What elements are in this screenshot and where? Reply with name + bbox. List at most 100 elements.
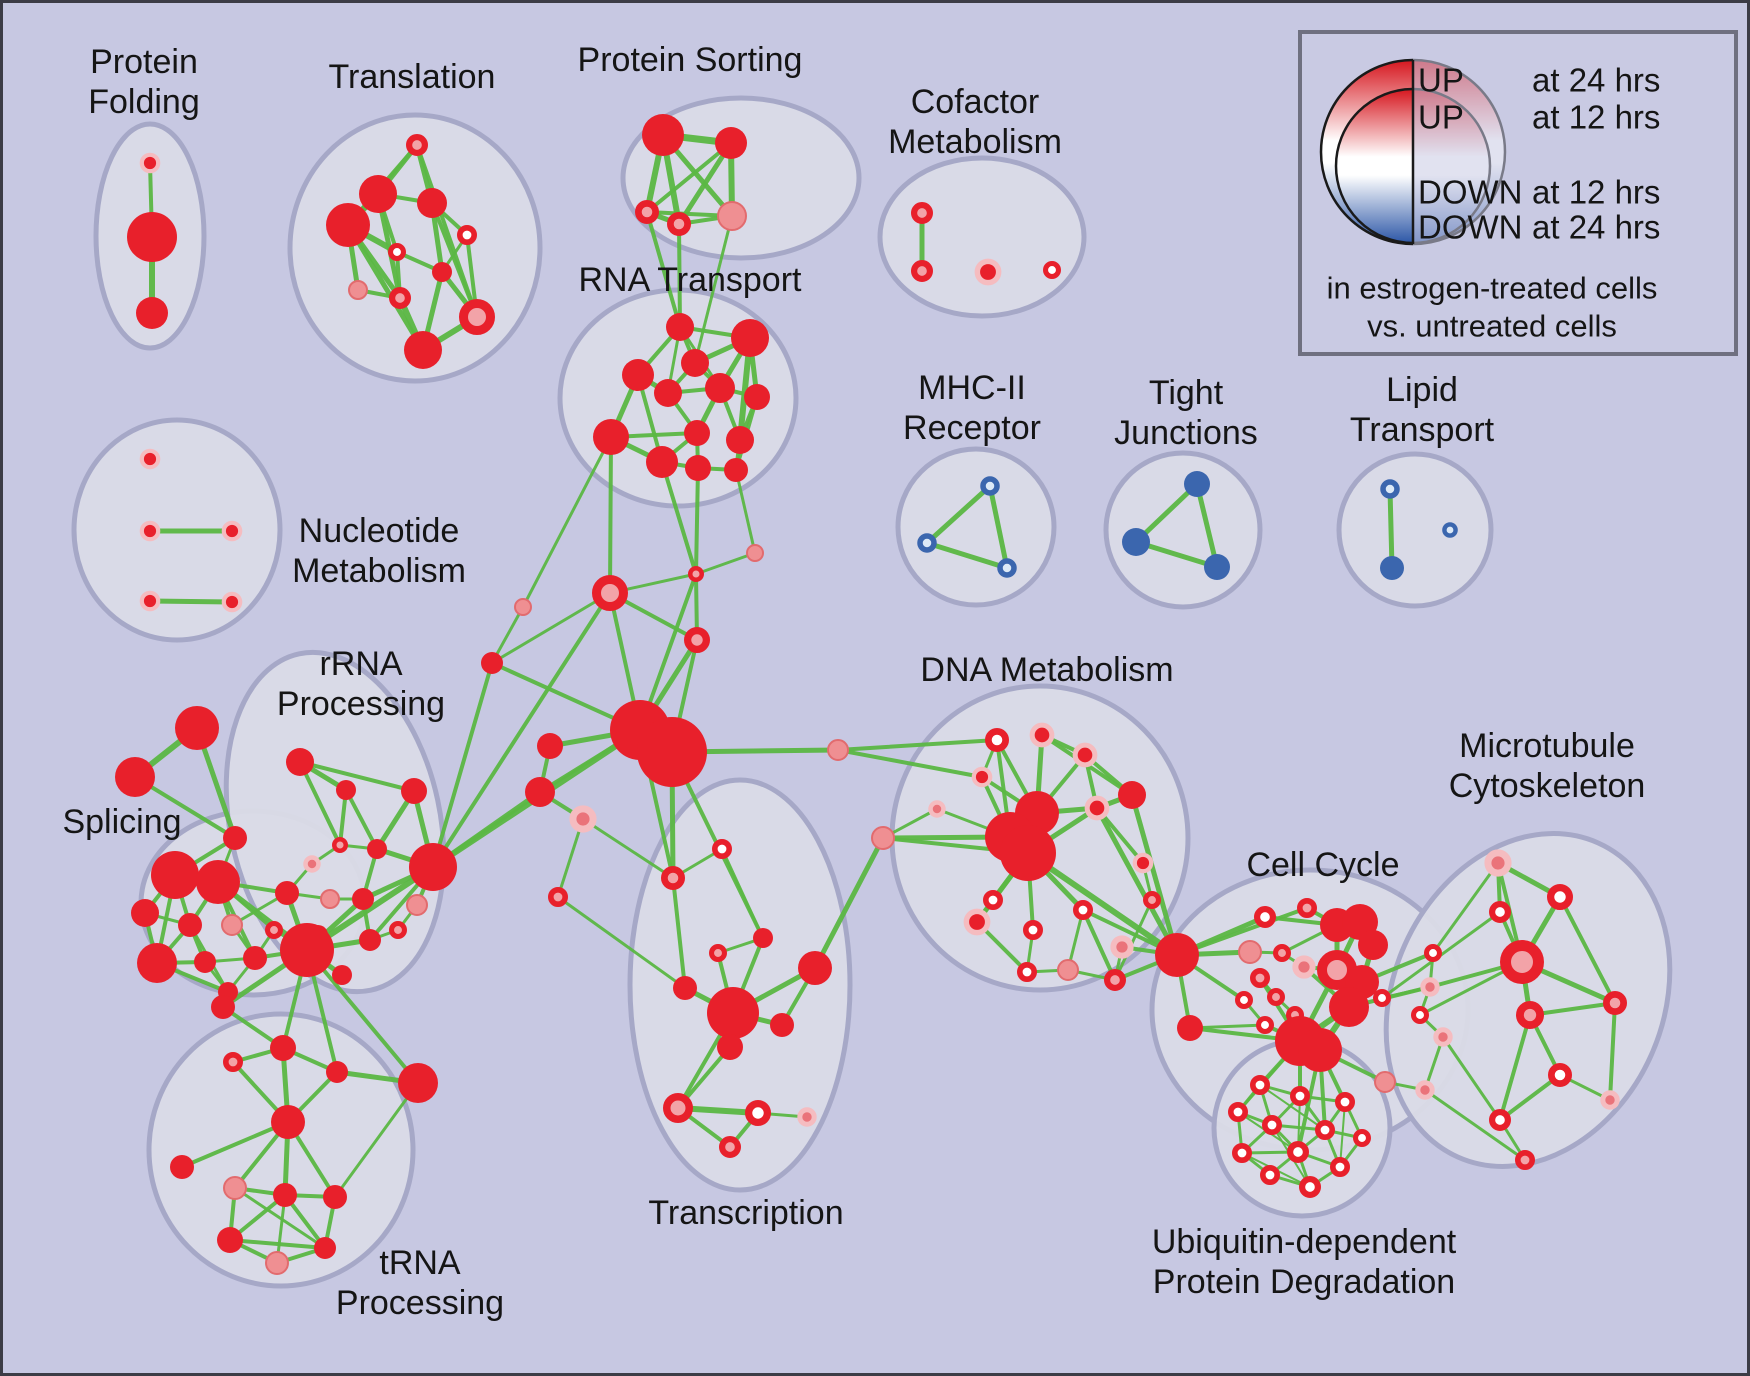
- network-node: [398, 1063, 438, 1103]
- network-node: [1358, 930, 1388, 960]
- cluster-label-cell-cycle: Cell Cycle: [1246, 846, 1399, 884]
- cluster-label-microtubule-cytoskeleton: Microtubule: [1459, 727, 1635, 765]
- network-node: [634, 200, 659, 225]
- cluster-label-rrna-processing: Processing: [277, 685, 445, 723]
- network-edge: [180, 1120, 290, 1169]
- network-node: [1488, 1108, 1511, 1131]
- network-node: [928, 800, 946, 818]
- network-node: [221, 520, 243, 542]
- network-node: [1298, 1028, 1342, 1072]
- network-node: [332, 965, 352, 985]
- network-node: [666, 212, 691, 237]
- cluster-ellipse-cofactor-metabolism: [877, 155, 1087, 319]
- network-node: [336, 780, 356, 800]
- network-node: [217, 1227, 243, 1253]
- legend-row2-direction: UP: [1418, 99, 1464, 136]
- network-node: [911, 259, 934, 282]
- cluster-label-cofactor-metabolism: Metabolism: [888, 123, 1062, 161]
- network-node: [223, 826, 247, 850]
- network-node: [1297, 897, 1318, 918]
- network-node: [666, 313, 694, 341]
- network-node: [151, 851, 199, 899]
- legend-note-line1: in estrogen-treated cells: [1327, 271, 1658, 306]
- cluster-label-splicing: Splicing: [62, 803, 181, 841]
- network-node: [1228, 1102, 1249, 1123]
- network-node: [303, 855, 321, 873]
- network-node: [456, 225, 477, 246]
- network-node: [1184, 471, 1210, 497]
- cluster-label-rna-transport: RNA Transport: [579, 261, 803, 299]
- network-node: [432, 262, 452, 282]
- network-node: [320, 889, 340, 909]
- cluster-label-mhc-ii-receptor: MHC-II: [918, 369, 1026, 407]
- network-node: [1073, 899, 1094, 920]
- cluster-ellipse-lipid-transport: [1336, 451, 1494, 609]
- network-node: [1315, 1120, 1336, 1141]
- network-edge: [1175, 906, 1309, 957]
- network-node: [127, 212, 177, 262]
- network-node: [388, 286, 411, 309]
- network-node: [401, 778, 427, 804]
- network-node: [1250, 1075, 1271, 1096]
- network-node: [569, 805, 597, 833]
- network-node: [481, 652, 503, 674]
- network-node: [971, 766, 993, 788]
- network-node: [1084, 795, 1110, 821]
- cluster-label-mhc-ii-receptor: Receptor: [903, 409, 1041, 447]
- network-edge: [660, 460, 698, 576]
- network-node: [178, 913, 202, 937]
- network-node: [136, 297, 168, 329]
- legend-row1-direction: UP: [1418, 62, 1464, 99]
- legend-note-line2: vs. untreated cells: [1367, 309, 1617, 344]
- network-node: [221, 591, 243, 613]
- network-node: [984, 727, 1009, 752]
- network-edge: [1133, 481, 1200, 545]
- network-node: [348, 280, 368, 300]
- network-node: [1110, 935, 1134, 959]
- network-node: [709, 944, 728, 963]
- network-node: [980, 476, 1000, 496]
- network-node: [406, 894, 428, 916]
- network-edge: [1431, 861, 1500, 955]
- legend-node-glyph: [1319, 50, 1509, 262]
- network-node: [1380, 556, 1404, 580]
- network-edge: [671, 876, 687, 990]
- network-node: [1329, 987, 1369, 1027]
- network-node: [1043, 260, 1062, 279]
- legend-box: UP at 24 hrs UP at 12 hrs DOWN at 12 hrs…: [1298, 30, 1738, 356]
- network-edge: [556, 817, 585, 899]
- network-edge: [431, 661, 494, 869]
- network-node: [271, 1105, 305, 1139]
- network-edge: [1025, 850, 1180, 958]
- network-node: [705, 373, 735, 403]
- network-node: [797, 1107, 817, 1127]
- network-node: [1298, 1175, 1321, 1198]
- network-edge: [147, 598, 235, 605]
- cluster-label-dna-metabolism: DNA Metabolism: [920, 651, 1173, 689]
- network-node: [654, 379, 682, 407]
- network-node: [719, 1135, 742, 1158]
- network-edge: [1608, 1001, 1617, 1102]
- network-node: [1442, 522, 1458, 538]
- network-node: [1547, 884, 1574, 911]
- network-node: [1415, 1080, 1435, 1100]
- network-edge: [490, 591, 612, 665]
- network-node: [917, 533, 937, 553]
- network-node: [1374, 1071, 1396, 1093]
- network-node: [139, 590, 161, 612]
- network-node: [1547, 1062, 1572, 1087]
- network-node: [1204, 554, 1230, 580]
- cluster-ellipse-trna-processing: [146, 1011, 416, 1289]
- network-node: [753, 928, 773, 948]
- network-node: [388, 921, 407, 940]
- network-edge: [1194, 481, 1220, 570]
- network-node: [1155, 933, 1199, 977]
- network-edge: [694, 551, 757, 576]
- network-node: [223, 1052, 244, 1073]
- network-node: [646, 446, 678, 478]
- cluster-label-transcription: Transcription: [648, 1194, 843, 1232]
- network-node: [770, 1013, 794, 1037]
- network-node: [211, 995, 235, 1019]
